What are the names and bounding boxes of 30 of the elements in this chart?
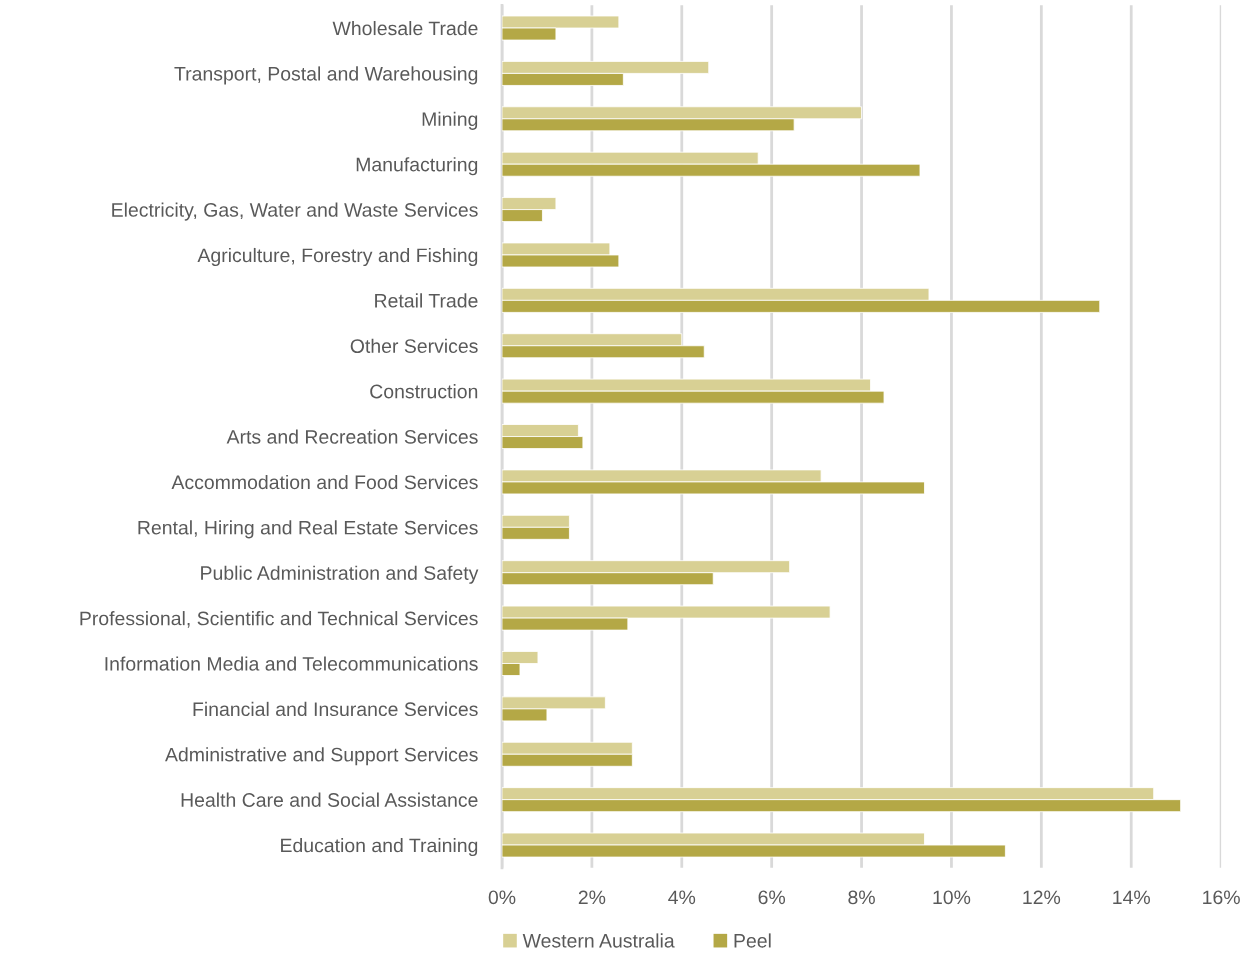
y-tick-label: Rental, Hiring and Real Estate Services xyxy=(138,520,478,539)
y-tick-label: Accommodation and Food Services xyxy=(171,474,478,490)
y-tick-label: Agriculture, Forestry and Fishing xyxy=(197,247,478,267)
y-tick-label: Information Media and Telecommunications xyxy=(105,656,478,671)
y-tick-label: Manufacturing xyxy=(356,157,478,176)
y-tick-label: Retail Trade xyxy=(375,293,478,308)
x-tick-label: 4% xyxy=(668,890,696,905)
y-tick-label: Electricity, Gas, Water and Waste Services xyxy=(112,202,478,221)
legend-label: Peel xyxy=(734,933,771,948)
x-tick-label: 0% xyxy=(488,890,516,905)
y-tick-label: Financial and Insurance Services xyxy=(193,701,478,717)
y-tick-label: Professional, Scientific and Technical Services xyxy=(80,611,478,628)
x-tick-label: 16% xyxy=(1203,890,1240,905)
y-tick-label: Health Care and Social Assistance xyxy=(181,792,478,807)
x-tick-label: 6% xyxy=(758,890,786,905)
y-tick-label: Public Administration and Safety xyxy=(201,565,479,584)
x-tick-label: 8% xyxy=(848,890,875,905)
y-tick-label: Wholesale Trade xyxy=(332,20,478,36)
x-tick-label: 2% xyxy=(578,890,606,905)
y-tick-label: Construction xyxy=(370,384,478,399)
x-tick-label: 12% xyxy=(1023,890,1061,905)
y-tick-label: Arts and Recreation Services xyxy=(226,429,478,444)
x-tick-label: 10% xyxy=(933,890,971,905)
y-tick-label: Mining xyxy=(422,111,478,130)
y-tick-label: Other Services xyxy=(350,338,478,353)
y-tick-label: Administrative and Support Services xyxy=(165,747,478,766)
legend-label: Western Australia xyxy=(522,933,675,948)
y-tick-label: Education and Training xyxy=(281,838,478,857)
y-tick-label: Transport, Postal and Warehousing xyxy=(174,66,478,85)
x-tick-label: 14% xyxy=(1113,890,1150,905)
